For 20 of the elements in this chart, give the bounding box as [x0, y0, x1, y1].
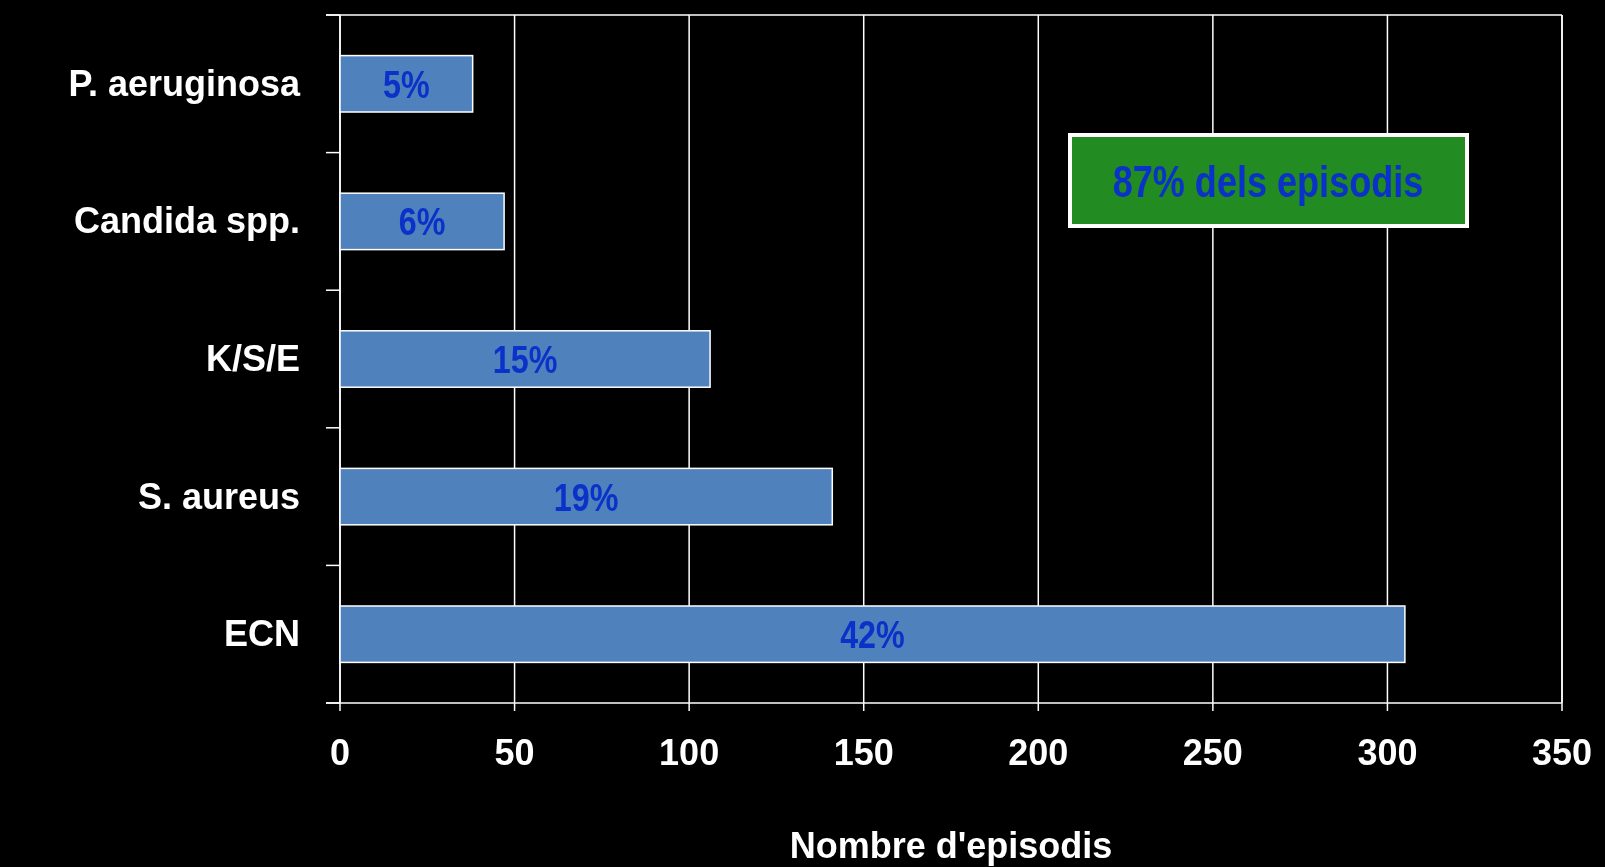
y-tick-label: Candida spp. [73, 200, 300, 242]
y-tick-label: P. aeruginosa [68, 62, 301, 104]
y-tick-label: S. aureus [137, 475, 300, 517]
x-tick-label: 150 [833, 732, 894, 773]
y-tick-label: ECN [223, 613, 300, 655]
x-tick-label: 300 [1357, 732, 1418, 773]
x-tick-label: 350 [1531, 732, 1593, 773]
x-tick-label: 250 [1182, 732, 1243, 773]
annotation: 87% dels episodis [1112, 157, 1424, 207]
x-tick-label: 50 [494, 732, 535, 773]
x-tick-label: 200 [1008, 732, 1069, 773]
annotation: 6% [398, 200, 446, 243]
annotation: 19% [553, 476, 619, 519]
x-axis-title: Nombre d'episodis [789, 825, 1113, 866]
y-tick-label: K/S/E [205, 338, 300, 379]
annotation: 42% [840, 613, 905, 656]
x-tick-label: 100 [659, 732, 720, 773]
annotation: 15% [492, 338, 558, 381]
annotation: 5% [383, 63, 430, 106]
x-tick-label: 0 [329, 732, 351, 773]
